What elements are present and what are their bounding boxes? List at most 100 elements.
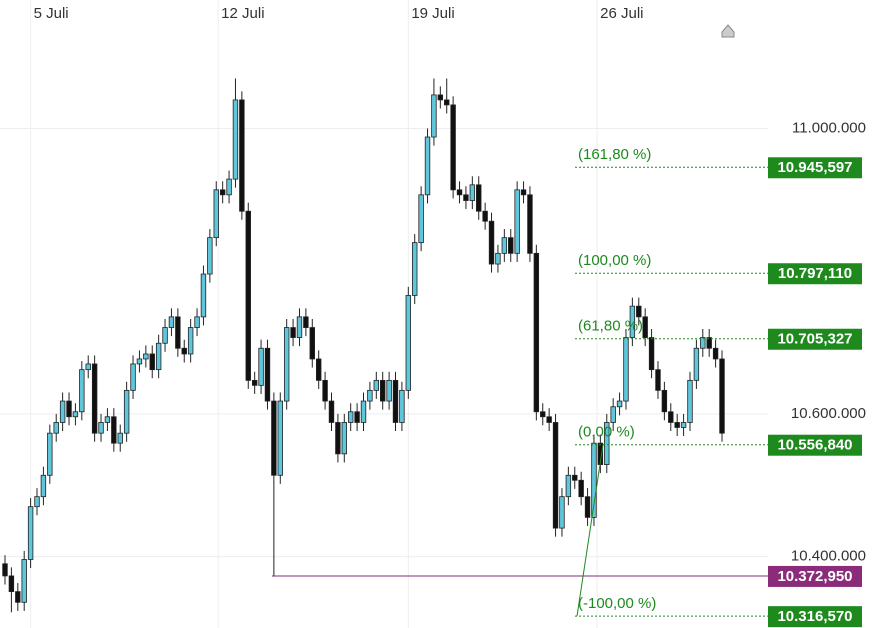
candle-body [328,400,335,423]
candle-body [168,316,175,328]
candle-body [207,237,213,275]
candle-body [232,99,239,180]
candle-body [341,422,347,455]
candle-body [674,422,680,428]
candle-body [527,194,533,254]
fib-label: (100,00 %) [578,252,651,269]
candle-body [469,184,476,201]
candle-body [431,94,437,138]
candle-body [296,316,303,338]
candle-body [34,496,40,508]
fib-badge-label: 10.797,110 [778,265,852,282]
candle-body [245,210,251,381]
y-tick-label: 10.400.000 [791,548,866,565]
candle-body [322,379,328,402]
candle-body [290,327,296,338]
candle-body [706,337,712,349]
candle-body [8,575,15,593]
candle-body [264,347,271,402]
candle-body [482,210,488,222]
candle-body [604,422,610,465]
candle-body [508,237,514,254]
candle-body [444,99,450,106]
candle-body [476,184,482,212]
candle-body [226,178,232,196]
level-badge-label: 10.372,950 [777,568,852,585]
candle-body [655,369,661,391]
fib-badge [768,606,862,628]
candle-body [15,591,21,603]
fib-badge-label: 10.945,597 [777,159,852,176]
candle-body [72,411,79,418]
candle-body [194,316,200,328]
candle-body [79,369,85,413]
fib-label: (161,80 %) [578,146,651,163]
candle-body [367,389,373,402]
fib-badge [768,434,862,456]
candle-body [386,379,392,402]
candle-body [360,400,367,423]
candle-body [399,389,405,423]
fib-badge-label: 10.705,327 [777,331,852,348]
candle-body [668,411,674,423]
candle-body [66,400,72,418]
candle-body [53,422,59,434]
candle-body [271,400,277,476]
candle-body [578,479,584,498]
candle-body [424,136,431,196]
y-tick-label: 11.000.000 [792,119,866,136]
candle-body [380,379,386,402]
candle-body [136,358,143,365]
candle-body [98,422,104,434]
fib-label: (-100,00 %) [578,595,656,612]
x-tick-label: 19 Juli [411,5,454,22]
candle-body [104,416,111,423]
candle-body [162,327,168,344]
candle-body [200,273,207,318]
candle-body [687,379,693,423]
candle-body [661,389,668,413]
x-tick-label: 12 Juli [221,5,264,22]
candle-body [495,252,501,265]
candle-body [2,563,8,577]
candle-body [501,237,508,254]
candle-body [85,363,91,371]
candle-body [463,194,469,201]
y-tick-label: 10.600.000 [791,405,866,422]
candle-body [239,99,245,212]
candle-body [623,337,629,402]
candle-body [283,327,290,402]
candle-body [258,347,264,386]
candle-body [533,252,540,413]
candle-body [347,411,354,423]
candle-body [47,432,53,476]
candle-body [21,559,27,603]
candle-body [251,379,258,386]
candle-body [315,358,322,381]
fib-badge-label: 10.316,570 [777,608,852,625]
candle-body [450,104,456,191]
candle-body [277,400,283,476]
fib-trend-line [576,444,604,617]
candle-body [514,189,520,254]
candle-body [591,442,597,518]
candle-body [59,400,66,423]
candle-body [354,411,360,423]
fib-label: (61,80 %) [578,318,643,335]
candle-body [91,363,98,434]
candle-body [130,363,136,391]
fib-badge [768,263,862,285]
candle-body [629,305,636,338]
candle-body [143,353,149,360]
candle-body [456,189,463,196]
fib-label: (0,00 %) [578,424,635,441]
x-tick-label: 26 Juli [600,5,643,22]
fib-badge [768,328,862,350]
candle-body [111,416,117,444]
candle-body [213,189,219,239]
candle-body [335,422,341,455]
scroll-icon[interactable] [721,24,735,38]
level-badge [768,565,862,587]
candle-body [405,295,412,391]
